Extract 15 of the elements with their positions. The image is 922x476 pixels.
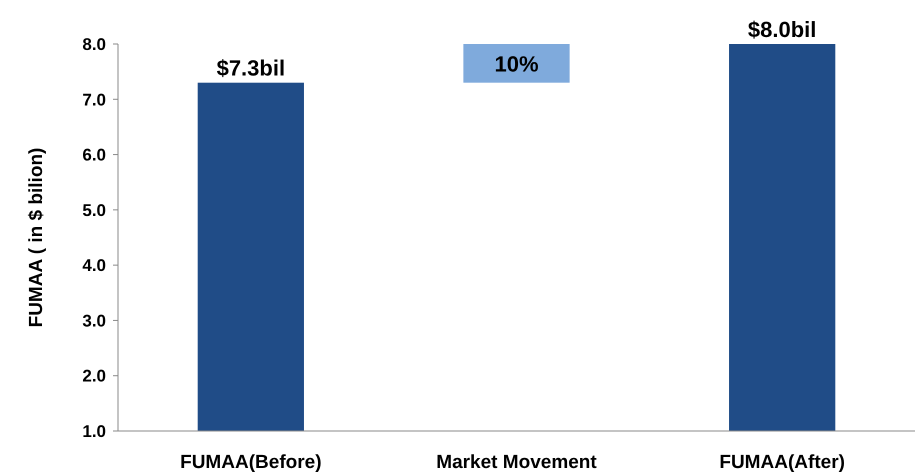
x-tick-label: FUMAA(Before) [180, 452, 322, 473]
y-axis-title: FUMAA ( in $ bilion) [26, 148, 47, 328]
y-tick-label: 5.0 [82, 200, 106, 220]
data-label: $8.0bil [748, 17, 816, 42]
x-tick-label: FUMAA(After) [719, 452, 845, 473]
x-tick-label: Market Movement [436, 452, 598, 473]
annotation: 10% [494, 51, 539, 76]
y-tick-label: 7.0 [82, 90, 106, 110]
y-tick-label: 6.0 [82, 146, 106, 165]
y-tick-label: 8.0 [82, 35, 106, 54]
y-tick-label: 1.0 [82, 422, 106, 441]
data-label: $7.3bil [216, 56, 286, 81]
y-tick-label: 4.0 [82, 256, 106, 276]
y-tick-label: 2.0 [82, 366, 106, 386]
y-tick-label: 3.0 [82, 311, 106, 330]
